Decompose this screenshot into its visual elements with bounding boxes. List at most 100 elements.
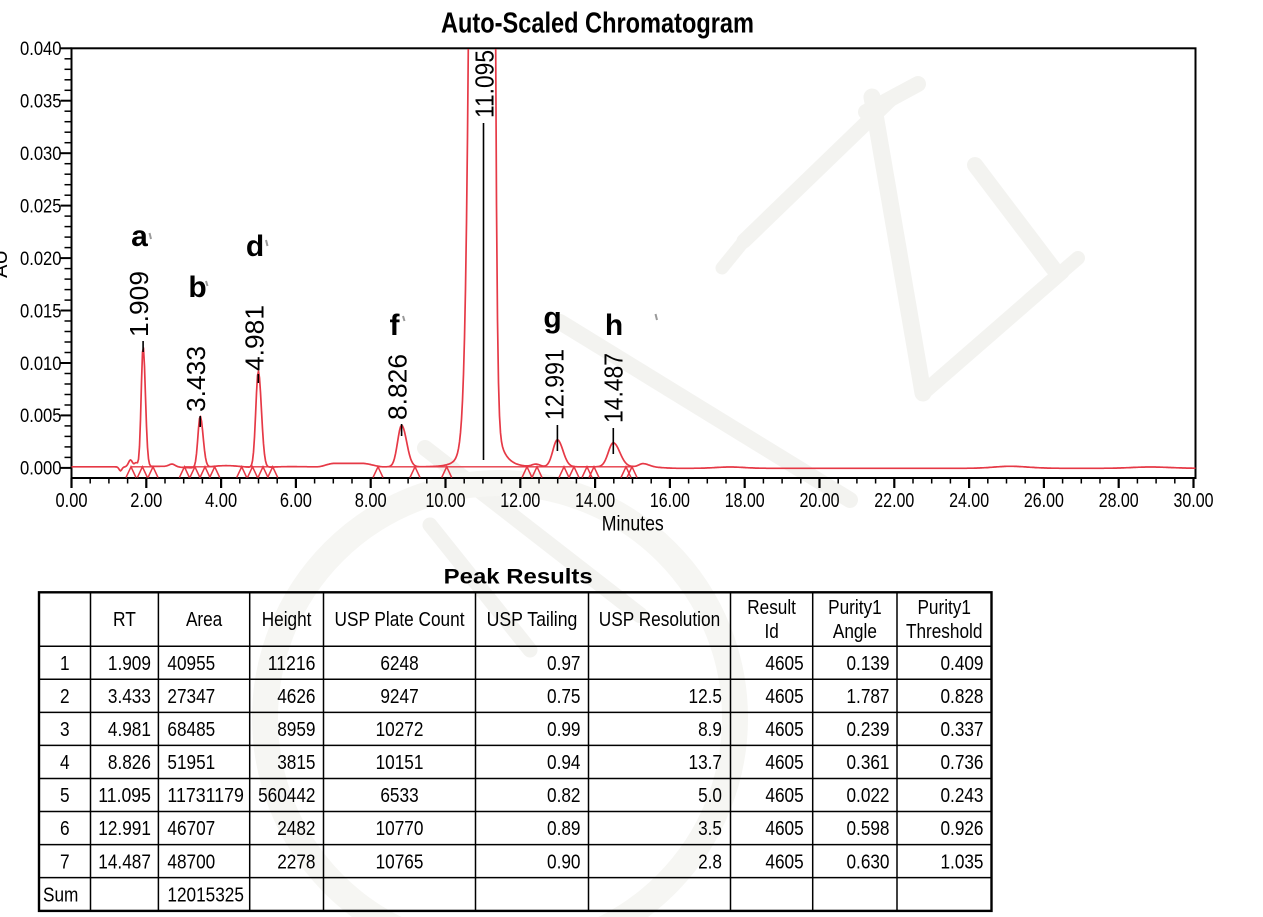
svg-text:28.00: 28.00 — [1099, 490, 1139, 512]
svg-text:2.8: 2.8 — [698, 851, 722, 873]
svg-text:12015325: 12015325 — [167, 885, 244, 907]
svg-text:2.00: 2.00 — [130, 490, 162, 512]
svg-text:Id: Id — [764, 621, 778, 643]
svg-text:10765: 10765 — [376, 851, 424, 873]
svg-text:4605: 4605 — [765, 785, 803, 807]
svg-text:Result: Result — [747, 597, 796, 619]
svg-text:2278: 2278 — [277, 851, 315, 873]
svg-text:560442: 560442 — [258, 785, 315, 807]
svg-text:46707: 46707 — [167, 818, 215, 840]
svg-text:0.97: 0.97 — [547, 653, 581, 675]
svg-text:20.00: 20.00 — [800, 490, 840, 512]
svg-text:RT: RT — [113, 609, 136, 631]
svg-text:5.0: 5.0 — [698, 785, 722, 807]
svg-text:0.015: 0.015 — [20, 301, 62, 322]
svg-text:0.90: 0.90 — [547, 851, 581, 873]
svg-text:Threshold: Threshold — [906, 621, 983, 643]
svg-text:8.826: 8.826 — [383, 354, 413, 420]
svg-text:48700: 48700 — [167, 851, 215, 873]
svg-text:0.020: 0.020 — [20, 249, 62, 270]
svg-text:0.035: 0.035 — [20, 92, 62, 113]
svg-text:0.94: 0.94 — [547, 752, 581, 774]
svg-text:0.00: 0.00 — [56, 490, 88, 512]
svg-text:4605: 4605 — [765, 686, 803, 708]
svg-text:4.00: 4.00 — [205, 490, 237, 512]
svg-text:3815: 3815 — [277, 752, 315, 774]
svg-text:0.010: 0.010 — [20, 354, 62, 375]
svg-text:40955: 40955 — [167, 653, 215, 675]
svg-text:0.005: 0.005 — [20, 406, 62, 427]
svg-text:1.909: 1.909 — [108, 653, 151, 675]
svg-text:USP Resolution: USP Resolution — [599, 609, 720, 631]
svg-text:Height: Height — [262, 609, 312, 631]
svg-text:13.7: 13.7 — [689, 752, 723, 774]
svg-text:51951: 51951 — [167, 752, 215, 774]
svg-text:Auto-Scaled Chromatogram: Auto-Scaled Chromatogram — [441, 8, 754, 40]
svg-text:11.095: 11.095 — [98, 785, 151, 807]
svg-text:1.035: 1.035 — [941, 851, 984, 873]
svg-text:4605: 4605 — [765, 653, 803, 675]
svg-text:4: 4 — [60, 752, 70, 774]
svg-text:USP Tailing: USP Tailing — [487, 609, 578, 631]
svg-text:0.630: 0.630 — [847, 851, 890, 873]
svg-text:3.433: 3.433 — [108, 686, 151, 708]
svg-text:0.000: 0.000 — [20, 459, 62, 480]
svg-text:0.82: 0.82 — [547, 785, 581, 807]
svg-text:3.433: 3.433 — [181, 346, 211, 412]
svg-text:6: 6 — [60, 818, 70, 840]
svg-text:9247: 9247 — [380, 686, 418, 708]
svg-text:6.00: 6.00 — [280, 490, 312, 512]
svg-text:1: 1 — [60, 653, 70, 675]
svg-text:4605: 4605 — [765, 752, 803, 774]
svg-text:1.787: 1.787 — [847, 686, 890, 708]
svg-text:0.75: 0.75 — [547, 686, 581, 708]
svg-text:11216: 11216 — [268, 653, 316, 675]
svg-text:30.00: 30.00 — [1174, 490, 1214, 512]
svg-text:0.409: 0.409 — [941, 653, 984, 675]
svg-text:6248: 6248 — [380, 653, 418, 675]
svg-text:14.487: 14.487 — [598, 353, 628, 423]
svg-text:0.598: 0.598 — [847, 818, 890, 840]
svg-text:7: 7 — [60, 851, 70, 873]
svg-text:10770: 10770 — [376, 818, 424, 840]
svg-text:26.00: 26.00 — [1024, 490, 1064, 512]
svg-text:4605: 4605 — [765, 818, 803, 840]
svg-text:Purity1: Purity1 — [828, 597, 882, 619]
svg-text:AU: AU — [0, 250, 12, 278]
svg-text:11.095: 11.095 — [470, 50, 500, 118]
svg-text:Minutes: Minutes — [602, 512, 664, 536]
svg-text:11731179: 11731179 — [167, 785, 244, 807]
svg-text:2482: 2482 — [277, 818, 315, 840]
svg-text:3.5: 3.5 — [698, 818, 722, 840]
svg-text:Purity1: Purity1 — [917, 597, 971, 619]
svg-text:USP Plate Count: USP Plate Count — [335, 609, 465, 631]
svg-text:0.239: 0.239 — [847, 719, 890, 741]
svg-text:68485: 68485 — [167, 719, 215, 741]
svg-text:22.00: 22.00 — [874, 490, 914, 512]
svg-text:Sum: Sum — [43, 885, 78, 907]
svg-text:14.487: 14.487 — [98, 851, 151, 873]
svg-text:0.022: 0.022 — [847, 785, 890, 807]
svg-text:27347: 27347 — [167, 686, 215, 708]
svg-text:0.025: 0.025 — [20, 196, 62, 217]
svg-text:0.99: 0.99 — [547, 719, 581, 741]
svg-text:0.139: 0.139 — [847, 653, 890, 675]
svg-text:b: b — [188, 271, 206, 304]
svg-text:14.00: 14.00 — [575, 490, 615, 512]
svg-text:8959: 8959 — [277, 719, 315, 741]
svg-text:0.030: 0.030 — [20, 144, 62, 165]
svg-text:24.00: 24.00 — [949, 490, 989, 512]
svg-text:10272: 10272 — [376, 719, 424, 741]
svg-text:0.337: 0.337 — [941, 719, 984, 741]
svg-text:0.828: 0.828 — [941, 686, 984, 708]
svg-text:a: a — [131, 220, 148, 253]
svg-text:10151: 10151 — [376, 752, 424, 774]
svg-text:4605: 4605 — [765, 719, 803, 741]
svg-text:5: 5 — [60, 785, 70, 807]
svg-text:4.981: 4.981 — [239, 305, 269, 371]
svg-text:4605: 4605 — [765, 851, 803, 873]
svg-text:8.00: 8.00 — [355, 490, 387, 512]
svg-text:0.89: 0.89 — [547, 818, 581, 840]
svg-text:6533: 6533 — [380, 785, 418, 807]
svg-text:0.243: 0.243 — [941, 785, 984, 807]
